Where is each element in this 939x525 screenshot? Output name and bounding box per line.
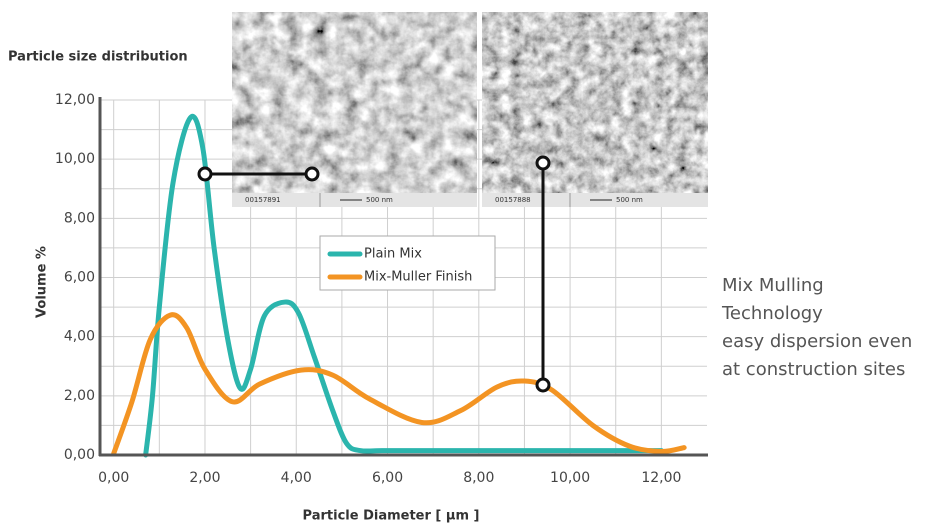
x-tick-label: 12,00 — [641, 470, 681, 486]
y-tick-label: 8,00 — [64, 210, 95, 226]
image-scale: 500 nm — [366, 196, 393, 204]
y-tick-label: 12,00 — [55, 92, 95, 108]
x-tick-label: 10,00 — [550, 470, 590, 486]
micrograph-image — [482, 12, 708, 207]
y-tick-label: 4,00 — [64, 329, 95, 345]
x-tick-label: 0,00 — [98, 470, 129, 486]
micrograph: 00157891 500 nm — [232, 12, 477, 207]
x-axis-label: Particle Diameter [ µm ] — [303, 509, 480, 524]
annotation: Mix Mulling Technology easy dispersion e… — [721, 275, 912, 380]
y-axis-label: Volume % — [35, 246, 50, 318]
y-tick-label: 6,00 — [64, 270, 95, 286]
image-scale: 500 nm — [616, 196, 643, 204]
x-tick-label: 6,00 — [372, 470, 403, 486]
x-tick-label: 2,00 — [189, 470, 220, 486]
y-tick-label: 0,00 — [64, 447, 95, 463]
connector-dot — [535, 155, 551, 171]
annotation-line: at construction sites — [722, 359, 905, 380]
connector-dot — [304, 166, 320, 182]
annotation-line: Mix Mulling — [722, 275, 824, 296]
x-tick-label: 4,00 — [281, 470, 312, 486]
legend-label: Plain Mix — [364, 247, 422, 262]
image-id: 00157891 — [245, 196, 281, 204]
annotation-line: easy dispersion even — [722, 331, 912, 352]
legend-box — [319, 235, 496, 291]
micrograph: 00157888 500 nm — [482, 12, 708, 207]
image-id: 00157888 — [495, 196, 531, 204]
x-tick-label: 8,00 — [463, 470, 494, 486]
legend-label: Mix-Muller Finish — [364, 270, 472, 285]
connector — [197, 155, 551, 393]
legend: Plain Mix Mix-Muller Finish — [319, 235, 496, 291]
connector-dot — [535, 377, 551, 393]
series-line — [111, 312, 687, 457]
connector-dot — [197, 166, 213, 182]
plot — [111, 113, 687, 458]
series-line — [143, 113, 664, 458]
chart-title: Particle size distribution — [8, 50, 188, 65]
micrograph-image — [232, 12, 477, 207]
y-tick-label: 2,00 — [64, 388, 95, 404]
annotation-line: Technology — [721, 303, 823, 324]
y-tick-label: 10,00 — [55, 151, 95, 167]
